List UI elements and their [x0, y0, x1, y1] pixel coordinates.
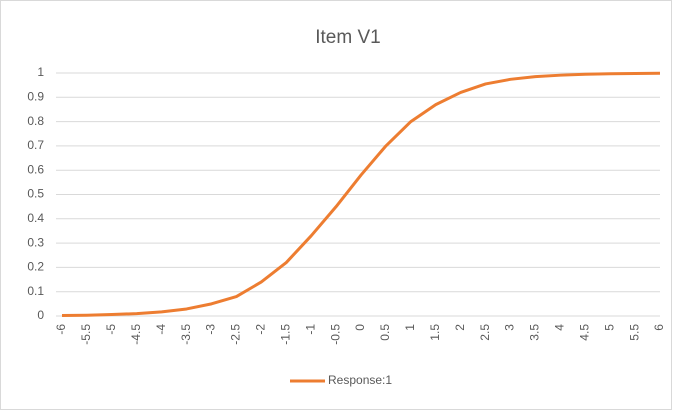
chart-title: Item V1 — [315, 27, 380, 48]
y-tick-label: 0.5 — [27, 187, 44, 201]
y-tick-label: 0.8 — [27, 114, 44, 128]
x-tick-label: 1 — [403, 324, 417, 331]
y-tick-label: 0.3 — [27, 235, 44, 249]
x-tick-label: 3 — [503, 324, 517, 331]
x-tick-label: -3.5 — [179, 324, 193, 345]
x-tick-label: 4.5 — [577, 324, 591, 341]
x-tick-label: 4 — [553, 324, 567, 331]
line — [61, 71, 661, 318]
x-tick-label: 5.5 — [627, 324, 641, 341]
x-tick-label: 6 — [652, 324, 666, 331]
x-tick-label: -4.5 — [129, 324, 143, 345]
x-tick-label: 2.5 — [478, 324, 492, 341]
x-tick-label: -5 — [104, 324, 118, 335]
x-tick-label: -2 — [254, 324, 268, 335]
x-tick-label: 1.5 — [428, 324, 442, 341]
x-tick-label: -1.5 — [278, 324, 292, 345]
x-tick-label: -5.5 — [79, 324, 93, 345]
y-tick-label: 0.6 — [27, 162, 44, 176]
x-tick-label: 2 — [453, 324, 467, 331]
x-tick-label: -2.5 — [229, 324, 243, 345]
x-tick-label: -0.5 — [328, 324, 342, 345]
y-tick-label: 1 — [37, 65, 44, 79]
x-tick-label: -3 — [204, 324, 218, 335]
y-tick-label: 0.7 — [27, 138, 44, 152]
y-tick-label: 0 — [37, 308, 44, 322]
y-tick-label: 0.2 — [27, 260, 44, 274]
x-tick-label: -6 — [54, 324, 68, 335]
y-tick-label: 0.9 — [27, 89, 44, 103]
y-tick-label: 0.1 — [27, 284, 44, 298]
x-tick-label: -1 — [303, 324, 317, 335]
y-tick-label: 0.4 — [27, 211, 44, 225]
x-tick-label: 3.5 — [528, 324, 542, 341]
x-tick-label: -4 — [154, 324, 168, 335]
legend-label: Response:1 — [328, 373, 392, 387]
x-tick-label: 5 — [602, 324, 616, 331]
x-tick-label: 0 — [353, 324, 367, 331]
x-tick-label: 0.5 — [378, 324, 392, 341]
